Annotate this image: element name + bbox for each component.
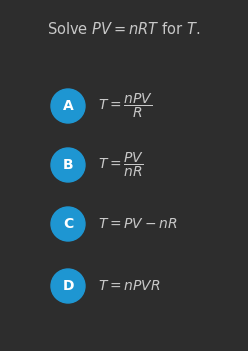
Text: D: D [62, 279, 74, 293]
Text: $\mathit{T} = \dfrac{\mathit{PV}}{\mathit{nR}}$: $\mathit{T} = \dfrac{\mathit{PV}}{\mathi… [98, 151, 144, 179]
Circle shape [51, 89, 85, 123]
Text: A: A [63, 99, 73, 113]
Circle shape [51, 269, 85, 303]
Text: B: B [63, 158, 73, 172]
Text: $\mathit{T} = \dfrac{\mathit{nPV}}{\mathit{R}}$: $\mathit{T} = \dfrac{\mathit{nPV}}{\math… [98, 92, 153, 120]
Text: Solve $\mathit{PV} = \mathit{nRT}$ for $\mathit{T}$.: Solve $\mathit{PV} = \mathit{nRT}$ for $… [47, 21, 201, 37]
Circle shape [51, 148, 85, 182]
Text: $\mathit{T} = \mathit{nPVR}$: $\mathit{T} = \mathit{nPVR}$ [98, 279, 160, 293]
Text: C: C [63, 217, 73, 231]
Circle shape [51, 207, 85, 241]
Text: $\mathit{T} = \mathit{PV} - \mathit{nR}$: $\mathit{T} = \mathit{PV} - \mathit{nR}$ [98, 217, 178, 231]
